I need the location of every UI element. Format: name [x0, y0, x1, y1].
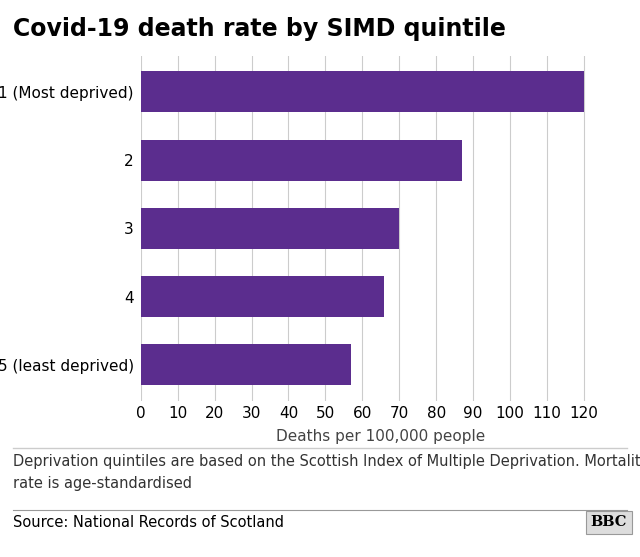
Text: BBC: BBC: [591, 515, 627, 529]
Bar: [141, 344, 351, 385]
Text: Deprivation quintiles are based on the Scottish Index of Multiple Deprivation. M: Deprivation quintiles are based on the S…: [13, 454, 640, 469]
Text: Source: National Records of Scotland: Source: National Records of Scotland: [13, 515, 284, 530]
X-axis label: Deaths per 100,000 people: Deaths per 100,000 people: [276, 429, 485, 444]
Bar: [141, 140, 462, 180]
Bar: [141, 208, 399, 249]
Text: rate is age-standardised: rate is age-standardised: [13, 476, 192, 491]
Bar: [141, 276, 385, 317]
Text: Covid-19 death rate by SIMD quintile: Covid-19 death rate by SIMD quintile: [13, 17, 506, 41]
Bar: [141, 71, 584, 113]
